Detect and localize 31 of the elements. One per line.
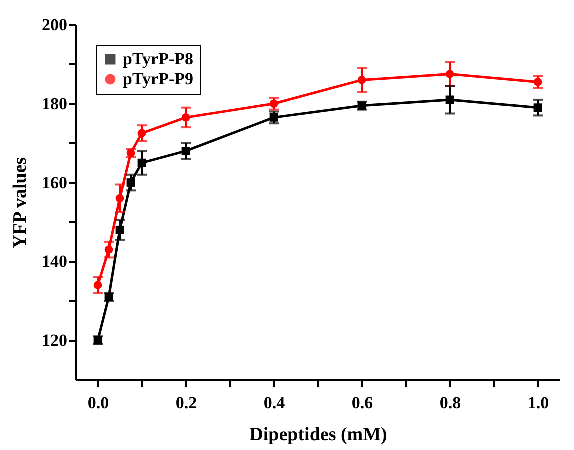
x-tick-label: 0.8 (440, 394, 462, 412)
point (116, 226, 124, 234)
point (138, 129, 146, 138)
y-axis-title: YFP values (10, 157, 31, 249)
legend-label: pTyrP-P9 (123, 70, 194, 88)
y-tick-label: 180 (42, 94, 68, 114)
point (116, 194, 124, 203)
point (534, 104, 542, 112)
point (446, 70, 454, 78)
y-tick-label: 160 (42, 173, 68, 192)
x-tick-label: 1.0 (528, 394, 550, 412)
point (126, 178, 136, 187)
point (104, 246, 114, 254)
point (138, 158, 146, 168)
y-tick-label: 140 (42, 252, 68, 272)
point (270, 114, 278, 122)
legend-label: pTyrP-P8 (123, 50, 194, 68)
point (534, 78, 542, 86)
y-tick-label: 120 (42, 331, 68, 350)
y-tick-label: 200 (42, 16, 68, 34)
x-tick-label: 0.0 (88, 394, 110, 412)
point (94, 281, 102, 290)
x-tick-label: 0.4 (264, 394, 286, 412)
point (446, 96, 454, 104)
point (182, 114, 190, 122)
point (358, 76, 366, 84)
x-axis-title: Dipeptides (mM) (250, 424, 388, 446)
point (270, 100, 278, 108)
x-tick-label: 0.6 (352, 394, 374, 412)
x-tick-label: 0.2 (176, 394, 198, 412)
point (182, 147, 190, 156)
